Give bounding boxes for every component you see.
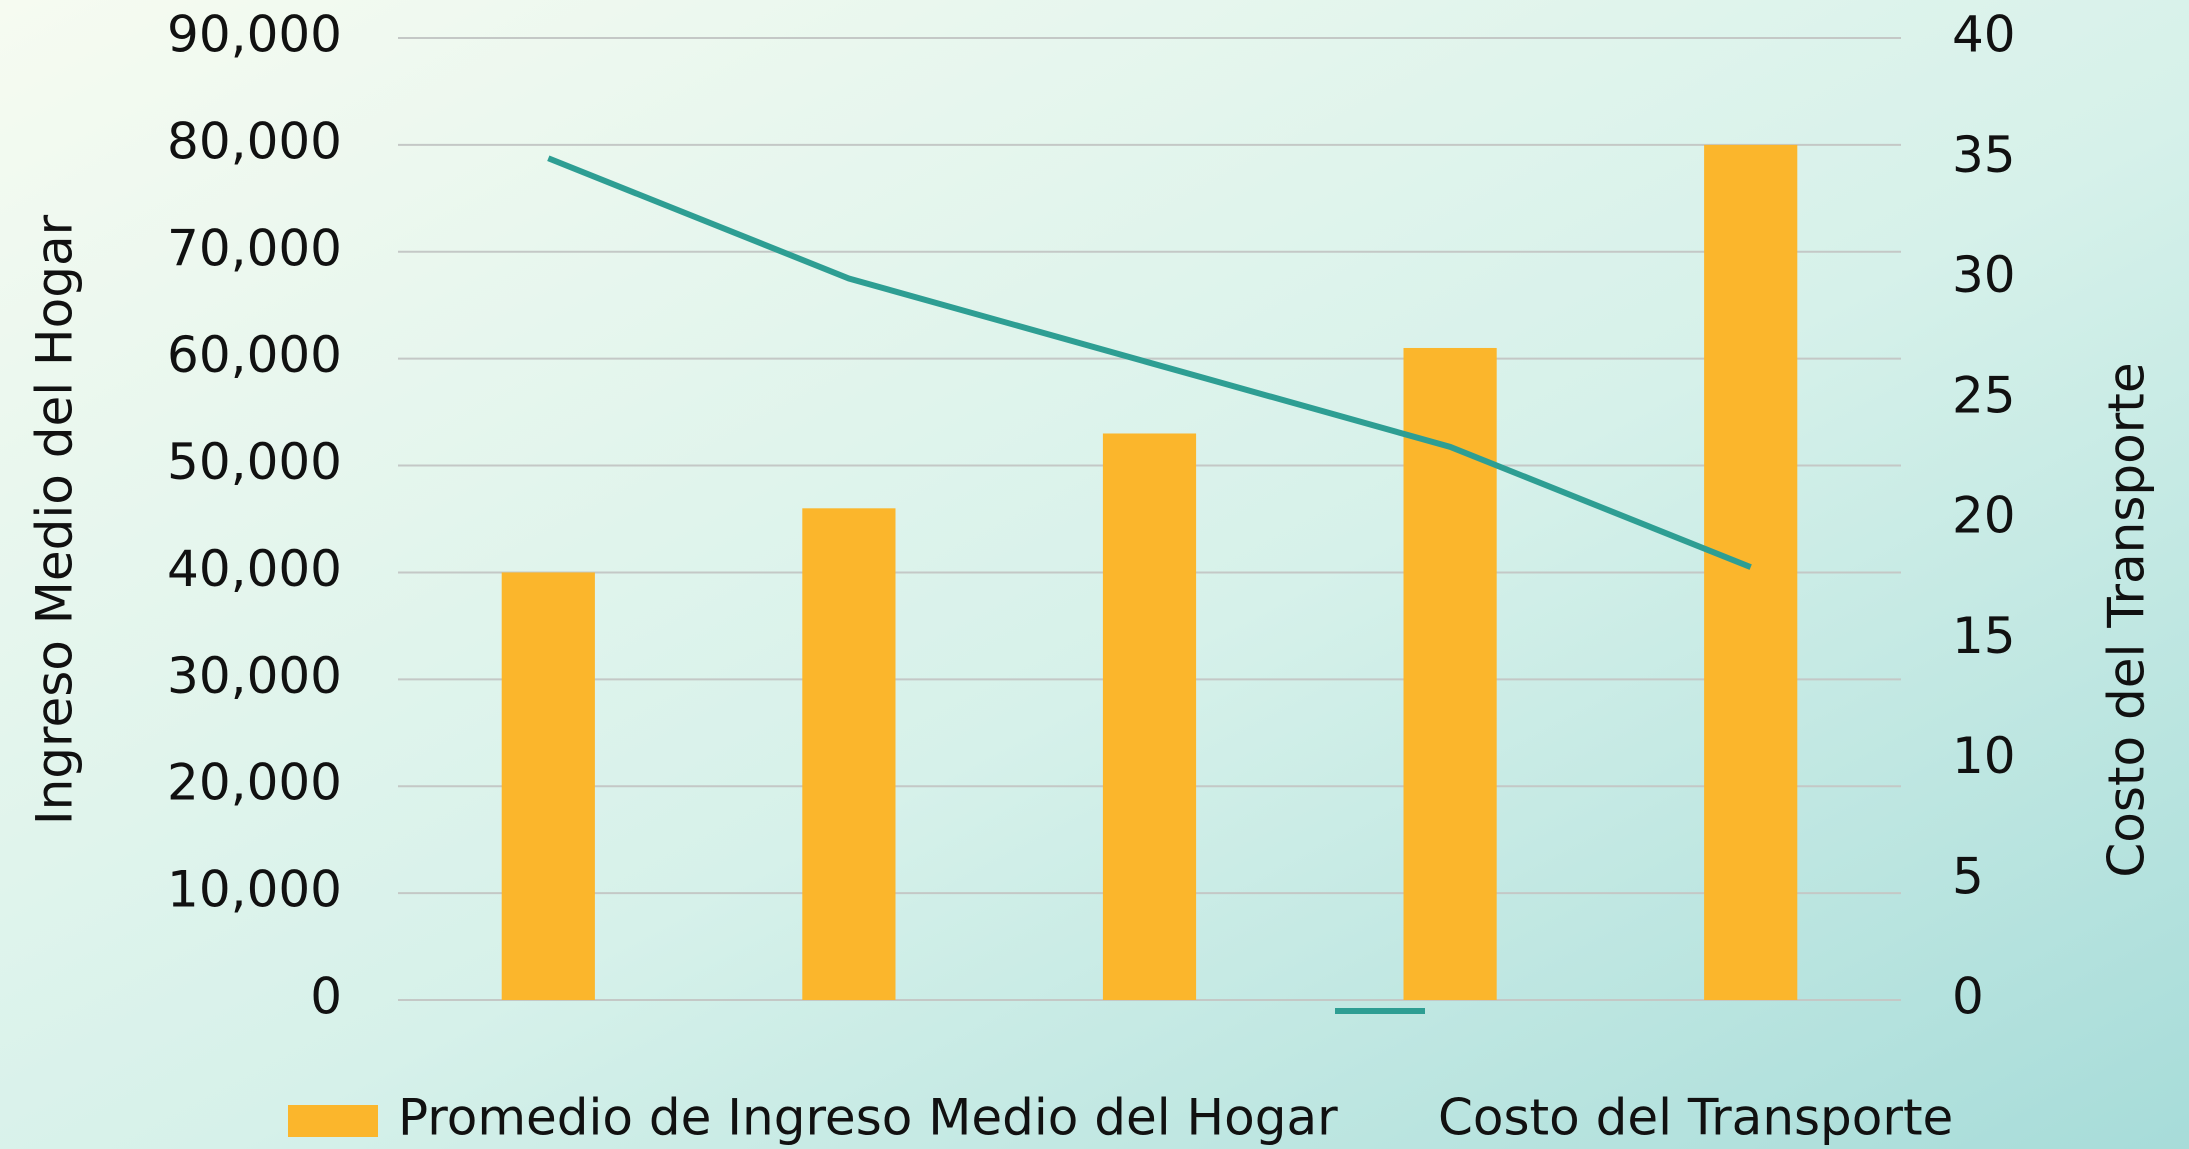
y-tick-label: 0	[310, 968, 342, 1026]
legend-label: Costo del Transporte	[1438, 1089, 1953, 1147]
y2-tick-label: 10	[1952, 727, 2016, 785]
y2-tick-label: 0	[1952, 968, 1984, 1026]
y-tick-label: 80,000	[167, 112, 342, 170]
y-tick-label: 40,000	[167, 540, 342, 598]
line	[547, 155, 1752, 570]
y-tick-label: 30,000	[167, 647, 342, 705]
y-tick-label: 50,000	[167, 433, 342, 491]
y-tick-label: 90,000	[167, 6, 342, 64]
y-axis-label: Ingreso Medio del Hogar	[26, 214, 84, 825]
y2-tick-label: 40	[1952, 6, 2016, 64]
y-tick-label: 60,000	[167, 326, 342, 384]
legend-label: Promedio de Ingreso Medio del Hogar	[398, 1089, 1338, 1147]
y-tick-label: 70,000	[167, 219, 342, 277]
bar	[1704, 144, 1798, 1000]
y2-tick-label: 15	[1952, 607, 2016, 665]
y-tick-label: 10,000	[167, 861, 342, 919]
legend-swatch	[288, 1105, 378, 1137]
y2-axis-label: Costo del Transporte	[2098, 362, 2156, 877]
y2-tick-label: 35	[1952, 126, 2016, 184]
bar	[1102, 433, 1197, 1000]
y2-tick-label: 5	[1952, 847, 1984, 905]
bar	[501, 572, 595, 1000]
y2-tick-label: 25	[1952, 366, 2016, 424]
y2-tick-label: 30	[1952, 246, 2016, 304]
y-tick-label: 20,000	[167, 754, 342, 812]
bar	[802, 508, 896, 1000]
y2-tick-label: 20	[1952, 487, 2016, 545]
